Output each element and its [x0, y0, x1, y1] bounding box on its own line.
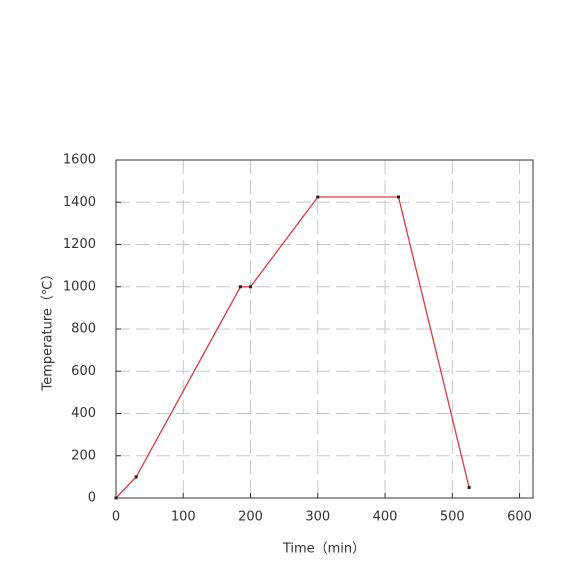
point	[238, 285, 242, 289]
y-tick-label: 200	[71, 448, 96, 463]
point	[467, 485, 471, 489]
point	[134, 475, 138, 479]
point	[114, 496, 118, 500]
point	[249, 285, 253, 289]
x-tick-label: 200	[238, 510, 263, 525]
x-tick-label: 100	[171, 510, 196, 525]
y-tick-label: 400	[71, 406, 96, 421]
y-tick-label: 1200	[63, 237, 96, 252]
x-tick-label: 500	[440, 510, 465, 525]
plot-frame	[115, 159, 534, 499]
line	[115, 196, 470, 499]
x-axis-label: Time（min）	[282, 542, 365, 557]
y-tick-label: 0	[88, 491, 96, 506]
y-tick-label: 1400	[63, 195, 96, 210]
y-tick-label: 800	[71, 322, 96, 337]
x-tick-label: 600	[507, 510, 532, 525]
y-tick-label: 1000	[63, 279, 96, 294]
point	[396, 195, 400, 199]
x-tick-label: 300	[305, 510, 330, 525]
y-axis-label: Temperature（℃）	[41, 268, 56, 392]
point	[316, 195, 320, 199]
x-tick-label: 0	[112, 510, 120, 525]
y-tick-label: 1600	[63, 153, 96, 168]
x-tick-label: 400	[373, 510, 398, 525]
y-tick-label: 600	[71, 364, 96, 379]
